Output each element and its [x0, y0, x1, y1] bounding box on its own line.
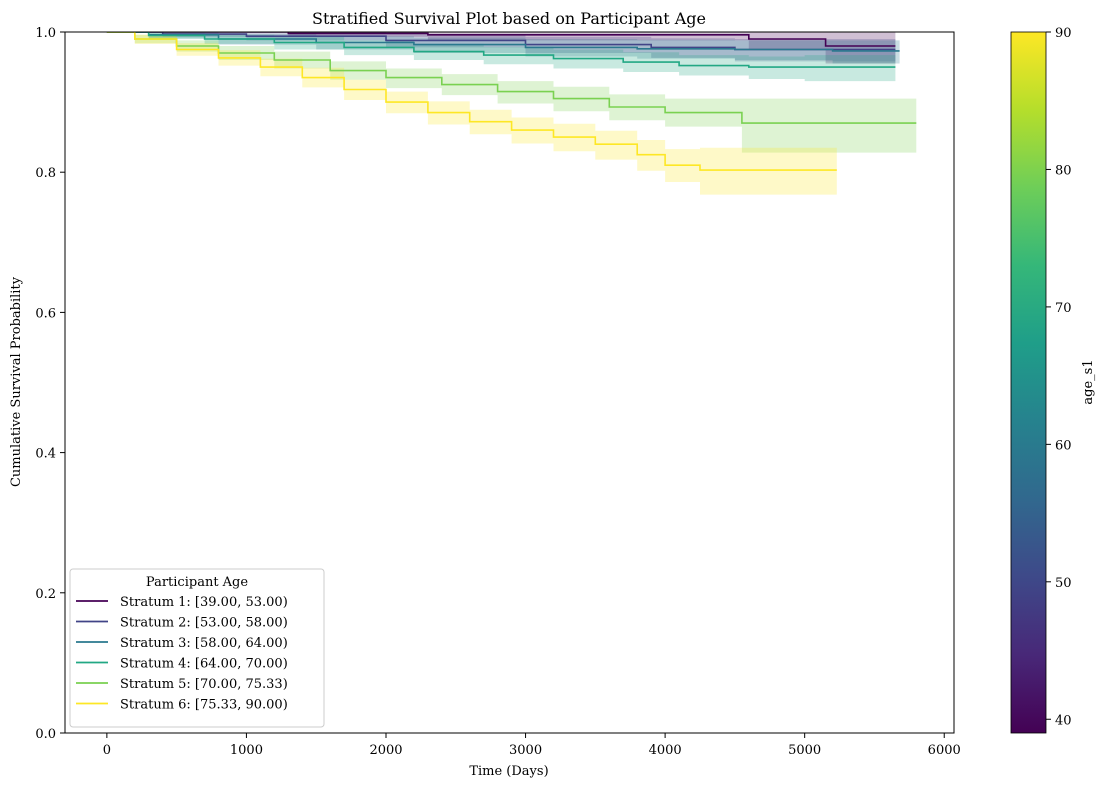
confidence-band-stratum-1	[106, 32, 896, 64]
x-axis-label: Time (Days)	[469, 764, 548, 779]
legend-label-stratum-5: Stratum 5: [70.00, 75.33)	[120, 677, 288, 692]
colorbar-tick-label: 90	[1055, 26, 1072, 41]
legend-label-stratum-6: Stratum 6: [75.33, 90.00)	[120, 698, 288, 713]
legend-label-stratum-4: Stratum 4: [64.00, 70.00)	[120, 657, 288, 672]
chart-title: Stratified Survival Plot based on Partic…	[312, 9, 706, 28]
legend: Participant Age Stratum 1: [39.00, 53.00…	[69, 568, 325, 728]
y-tick-label: 0.4	[35, 447, 56, 462]
colorbar-tick-label: 50	[1055, 576, 1072, 591]
x-axis-ticks: 0 1000 2000 3000 4000 5000 6000	[103, 733, 961, 758]
x-tick-label: 4000	[649, 743, 682, 758]
y-tick-label: 0.2	[35, 587, 56, 602]
x-tick-label: 2000	[369, 743, 402, 758]
colorbar-tick-label: 60	[1055, 438, 1072, 453]
x-tick-label: 3000	[509, 743, 542, 758]
survival-line-stratum-1	[106, 32, 896, 47]
survival-line-stratum-5	[106, 32, 917, 124]
y-axis-ticks: 0.0 0.2 0.4 0.6 0.8 1.0	[35, 26, 65, 742]
legend-label-stratum-3: Stratum 3: [58.00, 64.00)	[120, 636, 288, 651]
x-tick-label: 1000	[230, 743, 263, 758]
x-tick-label: 5000	[788, 743, 821, 758]
colorbar-tick-label: 80	[1055, 163, 1072, 178]
x-tick-label: 6000	[928, 743, 961, 758]
y-tick-label: 1.0	[35, 26, 56, 41]
confidence-band-stratum-4	[106, 32, 896, 82]
legend-label-stratum-1: Stratum 1: [39.00, 53.00)	[120, 595, 288, 610]
colorbar-label: age_s1	[1081, 359, 1096, 404]
y-tick-label: 0.8	[35, 166, 56, 181]
plot-frame	[64, 31, 955, 734]
survival-curves	[106, 32, 917, 171]
legend-label-stratum-2: Stratum 2: [53.00, 58.00)	[120, 616, 288, 631]
y-axis-label: Cumulative Survival Probability	[9, 276, 24, 487]
survival-line-stratum-6	[106, 32, 837, 171]
legend-title: Participant Age	[146, 575, 248, 590]
legend-items: Stratum 1: [39.00, 53.00) Stratum 2: [53.…	[76, 595, 288, 713]
y-tick-label: 0.0	[35, 727, 56, 742]
legend-box	[69, 568, 325, 728]
x-tick-label: 0	[103, 743, 111, 758]
colorbar-ticks: 40 50 60 70 80 90	[1046, 26, 1072, 728]
colorbar-tick-label: 70	[1055, 301, 1072, 316]
colorbar: 40 50 60 70 80 90 age_s1	[1010, 26, 1096, 734]
colorbar-gradient	[1010, 31, 1047, 734]
y-tick-label: 0.6	[35, 306, 56, 321]
colorbar-tick-label: 40	[1055, 713, 1072, 728]
survival-line-stratum-4	[106, 32, 896, 68]
confidence-band-stratum-3	[106, 32, 900, 64]
survival-line-stratum-3	[106, 32, 900, 52]
